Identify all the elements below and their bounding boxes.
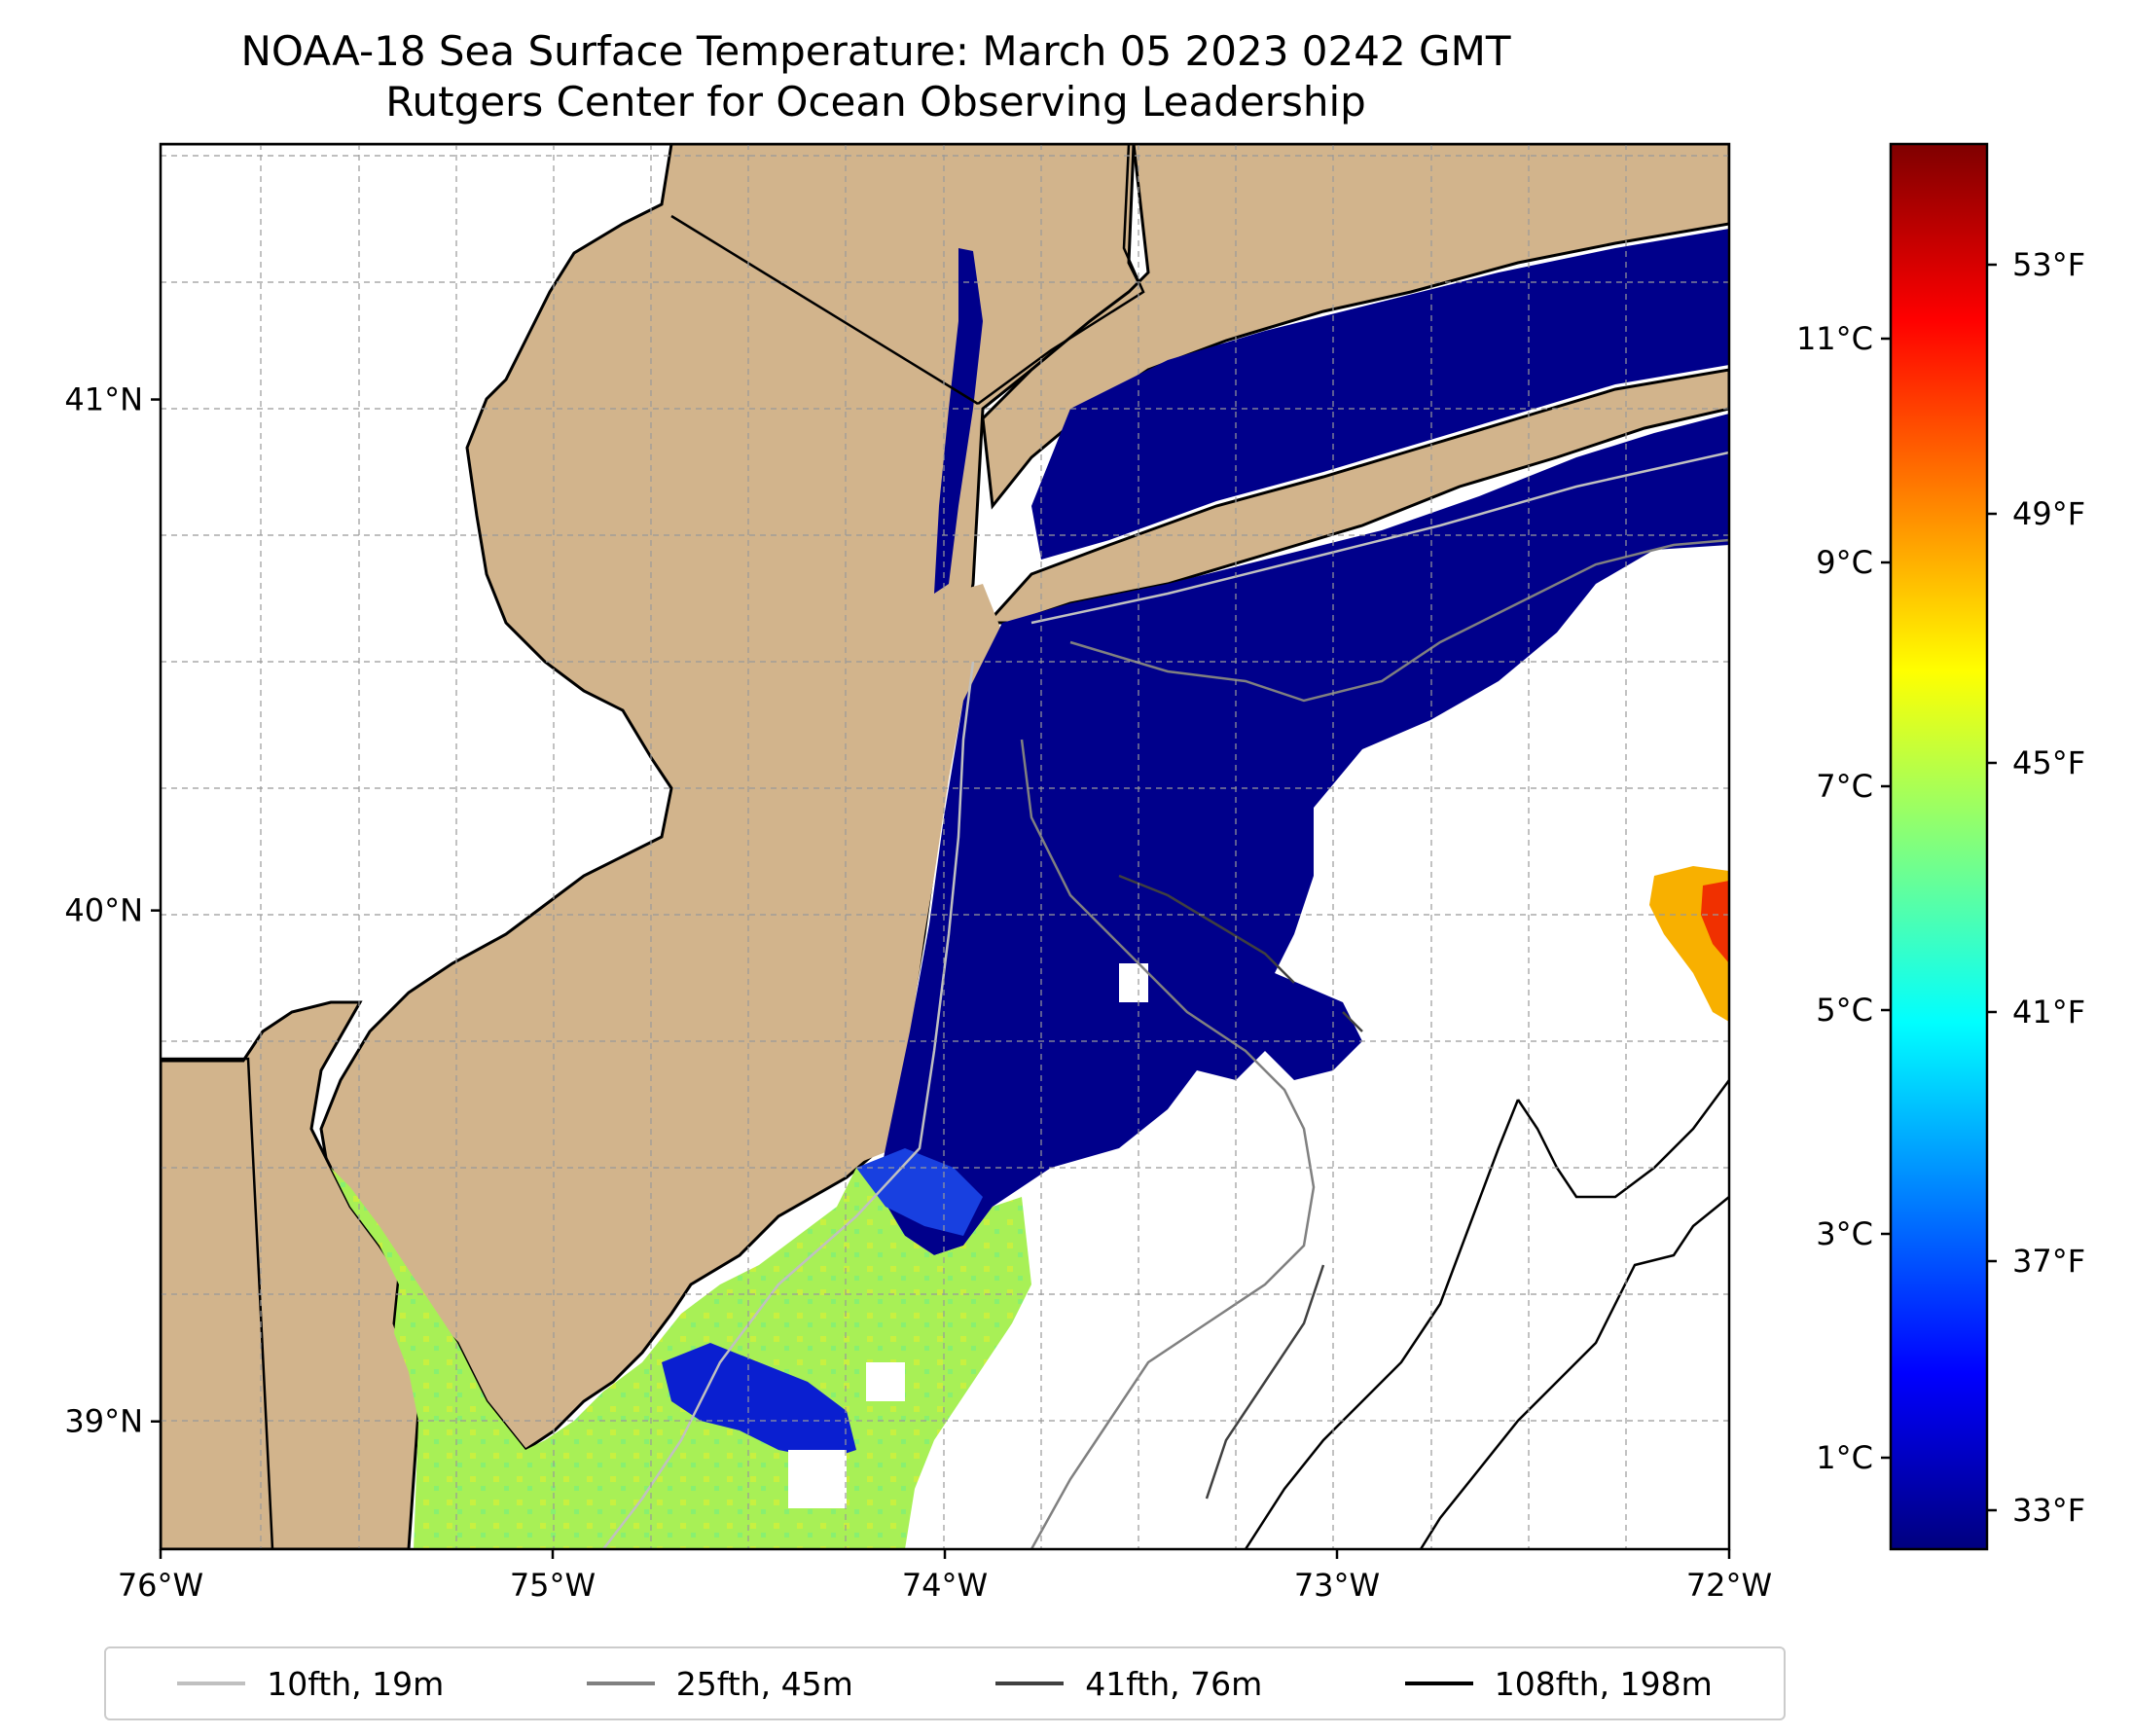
map-title: NOAA-18 Sea Surface Temperature: March 0… (240, 27, 1511, 75)
legend-label: 25fth, 45m (675, 1664, 853, 1703)
contour-108fth (1244, 1079, 1729, 1549)
legend-swatch (1404, 1682, 1473, 1685)
lon-tick-label-4: 72°W (1686, 1567, 1772, 1604)
contour-41fth (1118, 874, 1363, 1500)
legend-item-0: 10fth, 19m (177, 1665, 444, 1703)
hudson-river (934, 248, 983, 594)
celsius-tick-label-1: 9°C (1816, 544, 1873, 581)
state-border-ny-ct (977, 144, 1145, 406)
legend-label: 10fth, 19m (267, 1664, 445, 1703)
cold-patch-south (662, 1343, 856, 1460)
map-subtitle: Rutgers Center for Ocean Observing Leade… (385, 78, 1366, 126)
lat-tick-label-2: 41°N (64, 381, 143, 418)
map-area (161, 144, 1729, 1549)
lon-tick-label-1: 75°W (510, 1567, 596, 1604)
cold-water-region (876, 414, 1729, 1255)
axis-ticks: 76°W 75°W 74°W 73°W 72°W 39°N 40°N 41°N (64, 381, 1772, 1604)
lon-tick-label-0: 76°W (118, 1567, 203, 1604)
warm-spot-east-core (1701, 881, 1729, 963)
fahrenheit-tick-label-3: 41°F (2012, 994, 2085, 1031)
fahrenheit-tick-label-0: 53°F (2012, 246, 2085, 283)
celsius-tick-label-5: 1°C (1816, 1439, 1873, 1476)
colorbar-ticks: 11°C 9°C 7°C 5°C 3°C 1°C 53°F 49°F 45°F 41°F 37°F 3… (1796, 246, 2085, 1529)
fahrenheit-tick-label-1: 49°F (2012, 495, 2085, 532)
legend-swatch (995, 1682, 1065, 1685)
cloud-hole-2 (788, 1450, 847, 1508)
legend-item-1: 25fth, 45m (586, 1664, 853, 1703)
sound-water (1031, 229, 1729, 560)
legend-label: 41fth, 76m (1085, 1664, 1263, 1703)
lon-tick-label-3: 73°W (1294, 1567, 1380, 1604)
celsius-tick-label-2: 7°C (1816, 768, 1873, 805)
contour-10fth (602, 661, 975, 1549)
colorbar (1889, 142, 1989, 1551)
celsius-tick-label-3: 5°C (1816, 992, 1873, 1029)
state-border-ny-nj (670, 214, 979, 406)
fahrenheit-tick-label-5: 33°F (2012, 1492, 2085, 1529)
fahrenheit-tick-label-4: 37°F (2012, 1243, 2085, 1280)
legend-label: 108fth, 198m (1494, 1664, 1713, 1703)
state-border-de-md (161, 1057, 274, 1549)
cold-patch-mid (856, 1148, 983, 1236)
fahrenheit-tick-label-2: 45°F (2012, 744, 2085, 781)
contour-25fth (1020, 538, 1729, 1549)
depth-legend: 10fth, 19m 25fth, 45m 41fth, 76m 108fth, 19… (104, 1646, 1786, 1720)
gridlines (161, 144, 1729, 1549)
land-shore (847, 584, 1002, 1168)
lat-tick-label-0: 39°N (64, 1403, 143, 1440)
celsius-tick-label-4: 3°C (1816, 1215, 1873, 1252)
legend-item-3: 108fth, 198m (1404, 1664, 1713, 1703)
lon-tick-label-2: 74°W (902, 1567, 988, 1604)
cloud-hole-3 (866, 1362, 905, 1401)
contour-10fth-li (1030, 451, 1729, 625)
lat-tick-label-1: 40°N (64, 892, 143, 929)
legend-swatch (177, 1682, 246, 1685)
legend-swatch (586, 1682, 655, 1685)
legend-item-2: 41fth, 76m (995, 1665, 1262, 1703)
celsius-tick-label-0: 11°C (1796, 320, 1873, 357)
